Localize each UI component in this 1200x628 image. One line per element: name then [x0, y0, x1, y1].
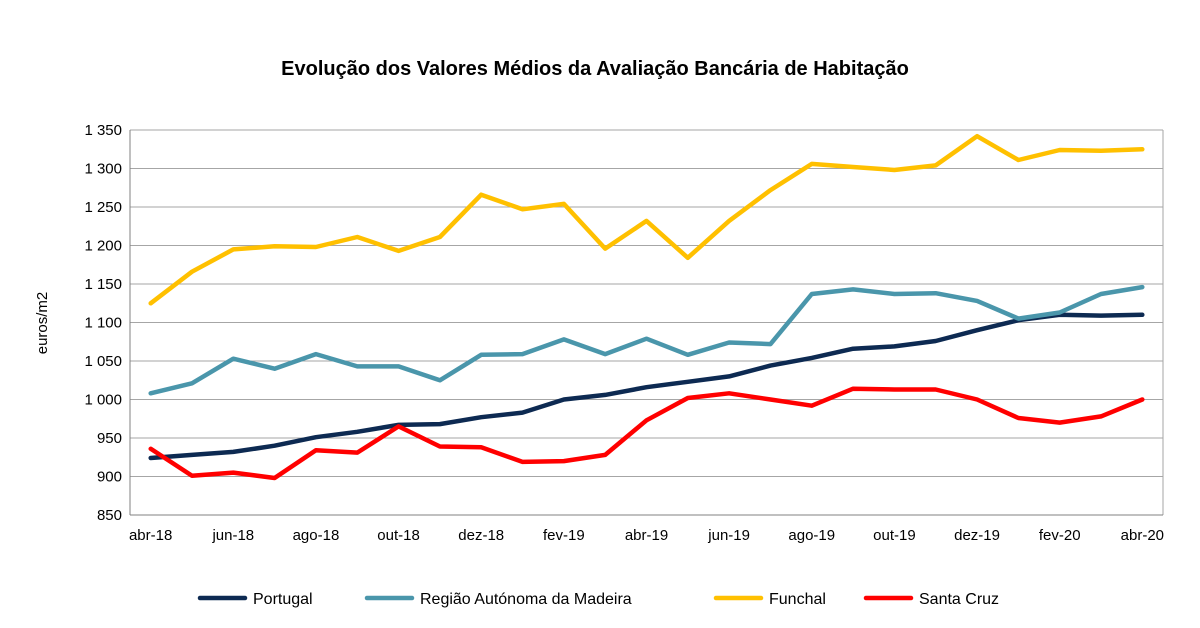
legend-label: Região Autónoma da Madeira	[420, 591, 632, 608]
y-tick-labels: 850 900 950 1 000 1 050 1 100 1 150 1 200 1 250 1…	[84, 122, 122, 524]
x-tick-label: out-18	[377, 527, 420, 544]
legend-label: Portugal	[253, 591, 313, 608]
legend: Portugal Região Autónoma da Madeira Funcha…	[197, 591, 999, 608]
x-tick-label: out-19	[873, 527, 916, 544]
axes	[129, 130, 1163, 516]
x-tick-labels: abr-18 jun-18 ago-18 out-18 dez-18 fev-19 abr-…	[129, 527, 1164, 544]
y-tick-label: 950	[97, 430, 122, 447]
chart-title: Evolução dos Valores Médios da Avaliação…	[281, 58, 909, 80]
y-tick-label: 1 200	[84, 238, 122, 255]
x-tick-label: fev-19	[543, 527, 585, 544]
series-line-santa-cruz	[148, 386, 1145, 481]
x-tick-label: ago-19	[788, 527, 835, 544]
x-tick-label: abr-18	[129, 527, 172, 544]
x-tick-label: dez-18	[458, 527, 504, 544]
y-tick-label: 850	[97, 507, 122, 524]
y-tick-label: 1 150	[84, 276, 122, 293]
gridlines	[130, 129, 1164, 515]
series-line-regi-o-aut-noma-da-madeira	[148, 284, 1145, 396]
y-tick-label: 1 350	[84, 122, 122, 139]
y-tick-label: 900	[97, 469, 122, 486]
x-tick-label: jun-18	[211, 527, 254, 544]
y-tick-label: 1 100	[84, 315, 122, 332]
y-tick-label: 1 250	[84, 199, 122, 216]
legend-label: Santa Cruz	[919, 591, 999, 608]
x-tick-label: abr-20	[1121, 527, 1164, 544]
y-tick-label: 1 050	[84, 353, 122, 370]
y-axis-title: euros/m2	[34, 292, 51, 355]
x-tick-label: dez-19	[954, 527, 1000, 544]
series-line-funchal	[148, 133, 1145, 306]
series-lines	[148, 133, 1145, 481]
y-tick-label: 1 300	[84, 161, 122, 178]
x-tick-label: jun-19	[707, 527, 750, 544]
x-tick-label: fev-20	[1039, 527, 1081, 544]
series-line-portugal	[148, 312, 1145, 461]
y-tick-label: 1 000	[84, 392, 122, 409]
x-tick-label: ago-18	[293, 527, 340, 544]
legend-label: Funchal	[769, 591, 826, 608]
x-tick-label: abr-19	[625, 527, 668, 544]
